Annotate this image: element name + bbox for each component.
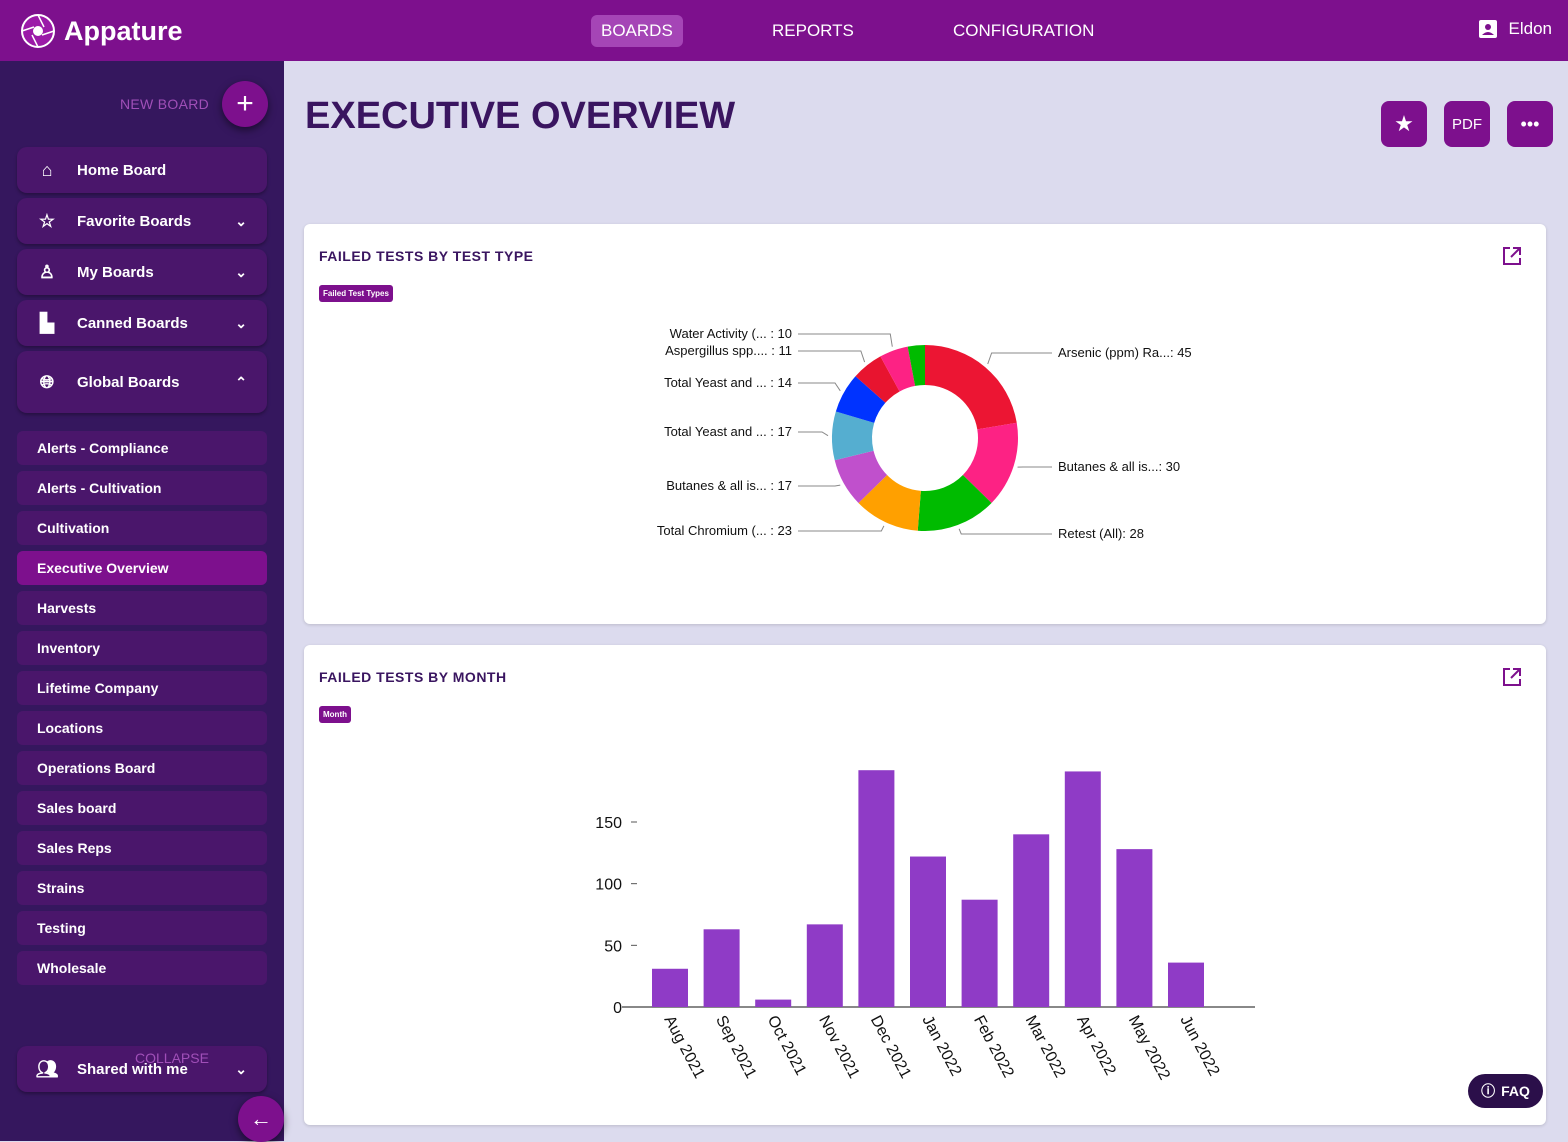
top-bar: Appature BOARDS REPORTS CONFIGURATION El…	[0, 0, 1568, 61]
sidebar-item[interactable]: Wholesale	[17, 951, 267, 985]
sidebar-group-global[interactable]: 🌐︎Global Boards ⌃	[17, 351, 267, 413]
user-name: Eldon	[1509, 19, 1552, 39]
new-board-label: NEW BOARD	[120, 96, 209, 112]
legend-chip[interactable]: Failed Test Types	[319, 285, 393, 302]
chevron-down-icon: ⌄	[235, 315, 247, 332]
sidebar-item[interactable]: Lifetime Company	[17, 671, 267, 705]
sidebar-group-canned[interactable]: ▙Canned Boards ⌄	[17, 300, 267, 346]
page-title: EXECUTIVE OVERVIEW	[305, 95, 735, 138]
chevron-down-icon: ⌄	[235, 264, 247, 281]
sidebar-item[interactable]: Sales Reps	[17, 831, 267, 865]
more-horizontal-icon: •••	[1521, 114, 1540, 135]
sidebar-item[interactable]: Locations	[17, 711, 267, 745]
more-options-button[interactable]: •••	[1507, 101, 1553, 147]
card-title: FAILED TESTS BY MONTH	[319, 669, 507, 685]
group-label: Global Boards	[77, 374, 180, 391]
sidebar-item[interactable]: Cultivation	[17, 511, 267, 545]
plus-icon: +	[236, 87, 254, 121]
sidebar-item[interactable]: Operations Board	[17, 751, 267, 785]
app-name: Appature	[64, 16, 183, 47]
arrow-left-icon: ←	[250, 1106, 272, 1132]
tab-reports[interactable]: REPORTS	[762, 15, 864, 47]
group-label: My Boards	[77, 264, 154, 281]
faq-label: FAQ	[1501, 1083, 1530, 1099]
account-icon	[1479, 20, 1497, 38]
person-icon: ♙	[17, 262, 77, 283]
sidebar-item[interactable]: Testing	[17, 911, 267, 945]
sidebar-item[interactable]: Alerts - Cultivation	[17, 471, 267, 505]
user-menu[interactable]: Eldon	[1479, 19, 1552, 39]
app-logo[interactable]: Appature	[20, 13, 183, 49]
group-label: Canned Boards	[77, 315, 188, 332]
globe-icon: 🌐︎	[17, 372, 77, 393]
collapse-label: COLLAPSE	[135, 1050, 209, 1066]
collapse-button[interactable]: ←	[238, 1096, 284, 1142]
star-outline-icon: ☆	[17, 211, 77, 232]
sidebar-item[interactable]: Executive Overview	[17, 551, 267, 585]
sidebar-group-favorites[interactable]: ☆Favorite Boards ⌄	[17, 198, 267, 244]
sidebar-item[interactable]: Harvests	[17, 591, 267, 625]
card-failed-by-month: FAILED TESTS BY MONTH Month	[304, 645, 1546, 1125]
chevron-down-icon: ⌄	[235, 1061, 247, 1078]
legend-chip[interactable]: Month	[319, 706, 351, 723]
help-circle-icon: ⓘ	[1481, 1081, 1495, 1101]
group-label: Home Board	[77, 162, 166, 179]
aperture-logo-icon	[20, 13, 56, 49]
people-icon: 👥︎	[17, 1059, 77, 1080]
tab-boards[interactable]: BOARDS	[591, 15, 683, 47]
tab-configuration[interactable]: CONFIGURATION	[943, 15, 1104, 47]
faq-button[interactable]: ⓘ FAQ	[1468, 1074, 1543, 1108]
sidebar-group-my-boards[interactable]: ♙My Boards ⌄	[17, 249, 267, 295]
chevron-down-icon: ⌄	[235, 213, 247, 230]
sidebar-item[interactable]: Sales board	[17, 791, 267, 825]
sidebar-item[interactable]: Strains	[17, 871, 267, 905]
favorite-button[interactable]: ★	[1381, 101, 1427, 147]
group-label: Favorite Boards	[77, 213, 191, 230]
pdf-button[interactable]: PDF	[1444, 101, 1490, 147]
sidebar-item[interactable]: Alerts - Compliance	[17, 431, 267, 465]
chevron-up-icon: ⌃	[235, 374, 247, 391]
sidebar-group-home[interactable]: ⌂Home Board	[17, 147, 267, 193]
document-icon: ▙	[17, 313, 77, 334]
new-board-button[interactable]: +	[222, 81, 268, 127]
open-external-icon[interactable]	[1502, 667, 1522, 687]
sidebar-item[interactable]: Inventory	[17, 631, 267, 665]
star-icon: ★	[1394, 111, 1414, 137]
card-title: FAILED TESTS BY TEST TYPE	[319, 248, 534, 264]
open-external-icon[interactable]	[1502, 246, 1522, 266]
card-failed-by-type: FAILED TESTS BY TEST TYPE Failed Test Ty…	[304, 224, 1546, 624]
home-icon: ⌂	[17, 160, 77, 181]
